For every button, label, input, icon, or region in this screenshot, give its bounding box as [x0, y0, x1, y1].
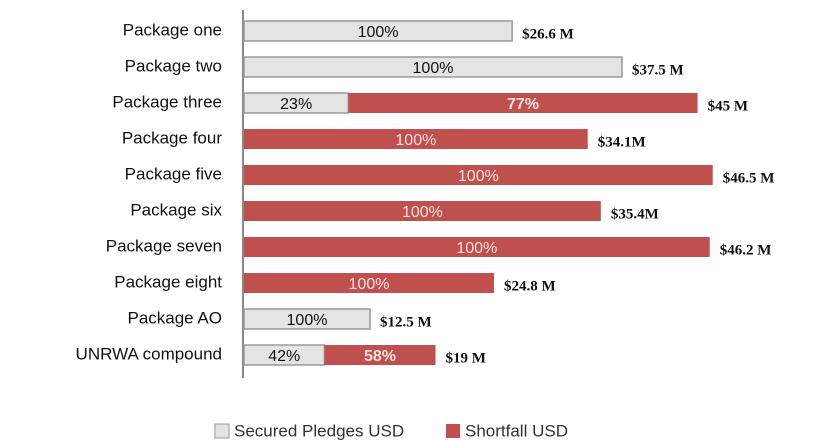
bar-segment — [243, 20, 513, 42]
bar-segment — [244, 273, 494, 293]
category-label: Package five — [125, 164, 222, 183]
bar-segment — [243, 308, 371, 330]
segment-label: 77% — [507, 96, 539, 113]
total-label: $46.2 M — [720, 242, 772, 258]
bar-segment — [244, 129, 588, 149]
segment-label: 23% — [280, 96, 312, 113]
segment-label: 100% — [349, 276, 390, 293]
segment-label: 100% — [358, 24, 399, 41]
category-label: Package one — [123, 20, 222, 39]
category-label: Package two — [125, 56, 222, 75]
segment-label: 100% — [413, 60, 454, 77]
total-label: $19 M — [446, 350, 486, 366]
category-label: Package four — [122, 128, 223, 147]
total-label: $12.5 M — [380, 314, 432, 330]
total-label: $37.5 M — [632, 62, 684, 78]
legend-label: Secured Pledges USD — [234, 421, 404, 440]
bar-segment — [244, 237, 710, 257]
segment-label: 100% — [395, 132, 436, 149]
bar-segment — [244, 165, 713, 185]
segment-label: 42% — [268, 348, 300, 365]
legend-swatch — [214, 423, 230, 439]
total-label: $46.5 M — [723, 170, 775, 186]
segment-label: 100% — [458, 168, 499, 185]
category-label: Package seven — [106, 236, 222, 255]
total-label: $34.1M — [598, 134, 646, 150]
category-label: Package eight — [114, 272, 222, 291]
bar-segment — [324, 345, 436, 365]
segment-label: 100% — [402, 204, 443, 221]
segment-label: 100% — [287, 312, 328, 329]
total-label: $35.4M — [611, 206, 659, 222]
category-label: Package three — [112, 92, 222, 111]
legend-swatch — [446, 424, 460, 438]
bar-segment — [243, 56, 623, 78]
bar-segment — [244, 201, 601, 221]
category-label: UNRWA compound — [76, 344, 222, 363]
total-label: $45 M — [708, 98, 748, 114]
legend-label: Shortfall USD — [465, 421, 568, 440]
total-label: $24.8 M — [504, 278, 556, 294]
segment-label: 58% — [364, 348, 396, 365]
segment-label: 100% — [456, 240, 497, 257]
total-label: $26.6 M — [522, 26, 574, 42]
category-label: Package AO — [127, 308, 222, 327]
bar-segment — [348, 93, 698, 113]
category-label: Package six — [130, 200, 222, 219]
